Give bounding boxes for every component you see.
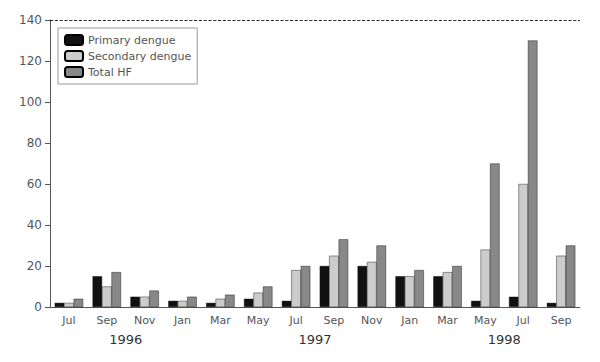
svg-text:80: 80 [27, 136, 42, 150]
svg-text:140: 140 [19, 13, 42, 27]
svg-text:Total HF: Total HF [87, 66, 132, 79]
svg-text:Jul: Jul [61, 314, 75, 327]
svg-text:Secondary dengue: Secondary dengue [88, 50, 191, 63]
svg-text:40: 40 [27, 218, 42, 232]
svg-text:Mar: Mar [437, 314, 458, 327]
svg-text:Jul: Jul [288, 314, 302, 327]
svg-text:Sep: Sep [324, 314, 345, 327]
svg-text:Jan: Jan [400, 314, 418, 327]
svg-text:120: 120 [19, 54, 42, 68]
svg-text:1996: 1996 [109, 332, 142, 347]
svg-text:1997: 1997 [298, 332, 331, 347]
svg-text:0: 0 [34, 300, 42, 314]
svg-text:May: May [247, 314, 270, 327]
svg-text:Primary dengue: Primary dengue [88, 34, 176, 47]
svg-text:Jan: Jan [173, 314, 191, 327]
svg-text:Sep: Sep [551, 314, 572, 327]
svg-text:100: 100 [19, 95, 42, 109]
svg-text:Sep: Sep [96, 314, 117, 327]
svg-text:20: 20 [27, 259, 42, 273]
svg-text:Jul: Jul [516, 314, 530, 327]
svg-text:1998: 1998 [488, 332, 521, 347]
svg-text:60: 60 [27, 177, 42, 191]
svg-text:Nov: Nov [134, 314, 156, 327]
svg-text:May: May [474, 314, 497, 327]
svg-text:Nov: Nov [361, 314, 383, 327]
svg-text:Mar: Mar [210, 314, 231, 327]
